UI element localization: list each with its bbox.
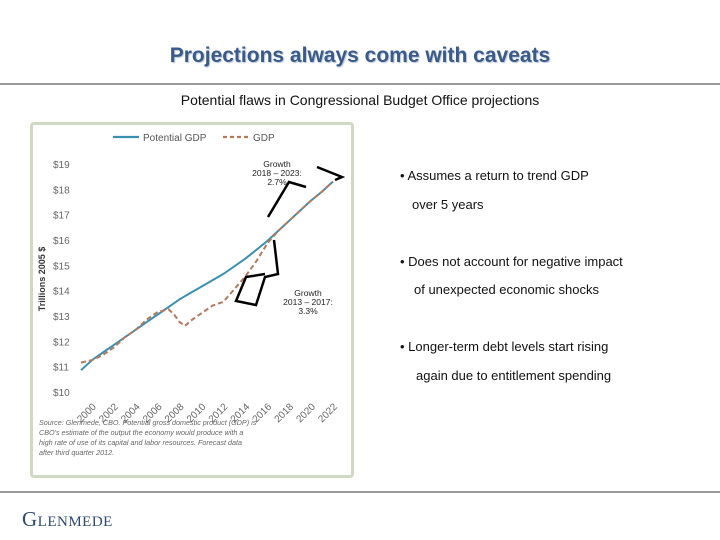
bracket-2013-2017 [234, 239, 280, 307]
y-tick-label: $15 [53, 261, 70, 272]
bracket-2018-2023 [266, 180, 307, 218]
bullet-2-line-1: • Does not account for negative impact [400, 254, 623, 269]
bracket-2018-2023-right [316, 165, 346, 182]
y-axis-label: Trillions 2005 $ [37, 247, 47, 312]
legend-label-1: GDP [253, 133, 275, 144]
source-note-line: after third quarter 2012. [39, 448, 114, 457]
source-note-line: CBO's estimate of the output the economy… [39, 428, 243, 437]
x-tick-label: 2020 [294, 401, 318, 425]
source-note-line: Source: Glenmede, CBO. Potential gross d… [39, 418, 257, 427]
annotation-growth-2018-2023: Growth [263, 159, 291, 169]
slide-subtitle: Potential flaws in Congressional Budget … [180, 92, 540, 108]
y-tick-label: $10 [53, 388, 70, 399]
bullet-1-line-1: • Assumes a return to trend GDP [400, 168, 589, 183]
top-divider [0, 83, 720, 85]
y-tick-label: $16 [53, 236, 70, 247]
y-tick-label: $14 [53, 287, 70, 298]
source-note-line: high rate of use of its capital and labo… [39, 438, 242, 447]
y-tick-label: $12 [53, 337, 70, 348]
x-tick-label: 2022 [316, 401, 340, 425]
annotation-growth-2013-2017: 3.3% [298, 306, 318, 316]
annotation-growth-2018-2023: 2018 – 2023: [252, 168, 302, 178]
bottom-divider [0, 491, 720, 493]
x-tick-label: 2018 [273, 401, 297, 425]
slide-title: Projections always come with caveats [169, 44, 551, 67]
y-tick-label: $13 [53, 312, 70, 323]
bullet-3-line-2: again due to entitlement spending [416, 368, 612, 383]
legend-label-0: Potential GDP [143, 133, 207, 144]
bullet-2-line-2: of unexpected economic shocks [414, 282, 599, 297]
y-tick-label: $19 [53, 160, 70, 171]
y-tick-label: $18 [53, 185, 70, 196]
annotation-growth-2018-2023: 2.7% [267, 177, 287, 187]
chart-panel: Potential GDP GDP $10 $11 $12 $13 $14 $15 $16 $17… [30, 122, 354, 478]
y-tick-label: $11 [53, 363, 69, 374]
series-line-gdp [80, 180, 334, 364]
glenmede-logo: Glenmede [22, 507, 113, 531]
bullet-1-line-2: over 5 years [412, 197, 484, 212]
y-tick-label: $17 [53, 211, 70, 222]
bullet-3-line-1: • Longer-term debt levels start rising [400, 339, 609, 354]
annotation-growth-2013-2017: 2013 – 2017: [283, 297, 333, 307]
gdp-projection-chart: Potential GDP GDP $10 $11 $12 $13 $14 $15 $16 $17… [37, 133, 346, 457]
annotation-growth-2013-2017: Growth [294, 288, 322, 298]
